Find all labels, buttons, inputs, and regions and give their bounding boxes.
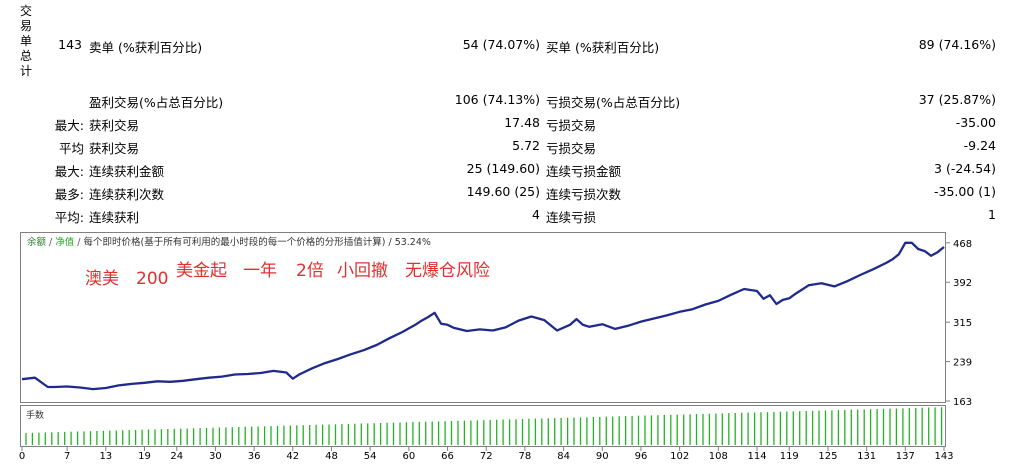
volume-bars [25,407,943,445]
x-tick-label: 131 [857,451,876,462]
stat-prefix: 最大: [54,164,84,179]
stat-right-value: -9.24 [963,138,996,153]
x-tick-label: 96 [635,451,648,462]
x-tick-label: 102 [670,451,689,462]
stat-right-value: 3 (-24.54) [934,161,996,176]
x-tick-label: 13 [99,451,112,462]
y-tick-label: 239 [953,358,972,369]
x-tick-label: 119 [780,451,799,462]
stat-left-value: 17.48 [504,115,540,130]
stat-right-value: 1 [988,207,996,222]
y-tick-label: 315 [953,318,972,329]
x-tick-label: 48 [325,451,338,462]
long-trades-value: 89 (74.16%) [918,37,996,52]
stat-prefix: 最大: [54,118,84,133]
x-tick-label: 54 [364,451,377,462]
svg-text:余额 / 净值 / 每个即时价格(基于所有可利用的最小时段的: 余额 / 净值 / 每个即时价格(基于所有可利用的最小时段的每一个价格的分形插值… [27,236,431,248]
stat-left-label: 获利交易 [89,141,140,156]
legend-equity: 净值 [55,236,75,248]
annotation-part: 美金起 [176,261,227,281]
stat-left-label: 连续获利 [89,210,140,225]
x-axis: 0 7 13 19 24 30 36 42 48 54 60 66 72 78 84 90 96 102 108 11… [19,447,954,462]
x-tick-label: 60 [402,451,415,462]
stat-right-value: -35.00 (1) [934,184,996,199]
stat-left-value: 149.60 (25) [466,184,540,199]
stat-right-label: 亏损交易 [546,118,597,133]
stat-right-label: 连续亏损 [546,210,597,225]
x-tick-label: 78 [519,451,532,462]
x-tick-label: 24 [170,451,183,462]
annotation-part: 一年 [243,261,277,281]
y-tick-label: 392 [953,278,972,289]
long-trades-label: 买单 (%获利百分比) [546,40,660,55]
annotation-part: 澳美 [85,269,119,289]
stat-right-value: -35.00 [955,115,996,130]
y-tick-label: 468 [953,239,972,250]
stat-left-value: 106 (74.13%) [454,92,540,107]
x-tick-label: 114 [747,451,766,462]
stat-left-label: 连续获利金额 [89,164,165,179]
x-tick-label: 90 [596,451,609,462]
annotation-part: 2倍 [296,261,324,281]
test-mode-label: 每个即时价格(基于所有可利用的最小时段的每一个价格的分形插值计算) [84,236,386,248]
stat-left-value: 5.72 [512,138,540,153]
x-tick-label: 19 [138,451,151,462]
x-tick-label: 7 [64,451,70,462]
y-tick-label: 163 [953,397,972,408]
x-tick-label: 42 [286,451,299,462]
volume-label: 手数 [26,409,44,421]
total-trades-value: 143 [58,37,82,52]
equity-chart-panel [20,232,946,403]
summary-vertical-label: 交 易 单 总 计 [20,4,33,78]
x-tick-label: 108 [709,451,728,462]
x-tick-label: 143 [934,451,953,462]
short-trades-label: 卖单 (%获利百分比) [89,40,203,55]
legend-sep: / [46,237,55,248]
x-tick-label: 30 [209,451,222,462]
x-tick-label: 72 [480,451,493,462]
gain-percent: / 53.24% [385,237,430,248]
stat-prefix: 平均: [54,210,84,225]
volume-panel [20,405,946,447]
stat-right-label: 亏损交易 [546,141,597,156]
stat-left-label: 连续获利次数 [89,187,165,202]
x-tick-label: 36 [248,451,261,462]
stat-right-label: 连续亏损金额 [546,164,622,179]
annotation-part: 200 [136,269,168,289]
x-tick-label: 137 [896,451,915,462]
x-tick-label: 0 [19,451,25,462]
legend-sep: / [74,237,83,248]
x-tick-label: 66 [441,451,454,462]
annotation-part: 无爆仓风险 [405,261,490,281]
stat-prefix: 平均 [58,141,84,156]
equity-line [21,241,945,391]
annotation-part: 小回撤 [337,261,388,281]
promo-annotation: 澳美 200 美金起 一年 2倍 小回撤 无爆仓风险 [85,261,490,289]
stat-left-value: 25 (149.60) [466,161,540,176]
legend-balance: 余额 [27,236,47,248]
stat-prefix: 最多: [54,187,84,202]
stat-right-label: 连续亏损次数 [546,187,622,202]
stat-left-label: 获利交易 [89,118,140,133]
x-tick-label: 84 [557,451,570,462]
x-tick-label: 125 [818,451,837,462]
stat-right-label: 亏损交易(%占总百分比) [546,95,681,110]
stat-left-label: 盈利交易(%占总百分比) [89,95,224,110]
y-axis: 468 392 315 239 163 [946,239,972,408]
stat-left-value: 4 [532,207,540,222]
short-trades-value: 54 (74.07%) [462,37,540,52]
stat-right-value: 37 (25.87%) [918,92,996,107]
